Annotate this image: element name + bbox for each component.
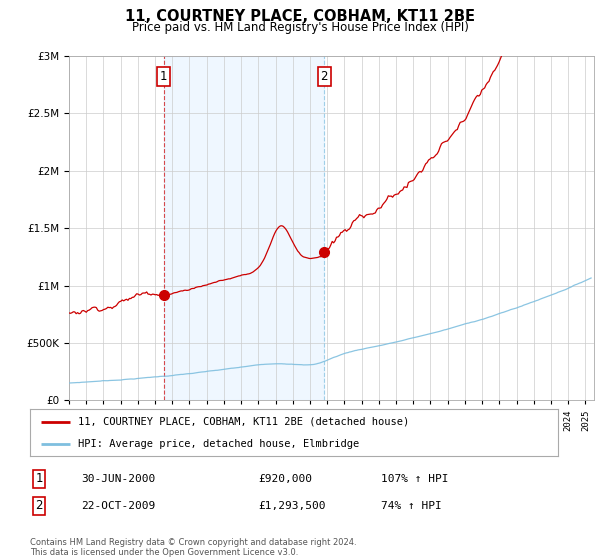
Text: 11, COURTNEY PLACE, COBHAM, KT11 2BE: 11, COURTNEY PLACE, COBHAM, KT11 2BE bbox=[125, 9, 475, 24]
Text: 74% ↑ HPI: 74% ↑ HPI bbox=[381, 501, 442, 511]
Text: Price paid vs. HM Land Registry's House Price Index (HPI): Price paid vs. HM Land Registry's House … bbox=[131, 21, 469, 34]
Text: 1: 1 bbox=[35, 472, 43, 486]
Text: 22-OCT-2009: 22-OCT-2009 bbox=[81, 501, 155, 511]
Text: 11, COURTNEY PLACE, COBHAM, KT11 2BE (detached house): 11, COURTNEY PLACE, COBHAM, KT11 2BE (de… bbox=[77, 417, 409, 427]
Text: Contains HM Land Registry data © Crown copyright and database right 2024.
This d: Contains HM Land Registry data © Crown c… bbox=[30, 538, 356, 557]
Text: 2: 2 bbox=[320, 70, 328, 83]
Text: 30-JUN-2000: 30-JUN-2000 bbox=[81, 474, 155, 484]
Bar bbox=[164, 56, 324, 400]
Text: £1,293,500: £1,293,500 bbox=[258, 501, 325, 511]
Text: 107% ↑ HPI: 107% ↑ HPI bbox=[381, 474, 449, 484]
Text: 2: 2 bbox=[35, 499, 43, 512]
Text: £920,000: £920,000 bbox=[258, 474, 312, 484]
Text: HPI: Average price, detached house, Elmbridge: HPI: Average price, detached house, Elmb… bbox=[77, 438, 359, 449]
Text: 1: 1 bbox=[160, 70, 167, 83]
